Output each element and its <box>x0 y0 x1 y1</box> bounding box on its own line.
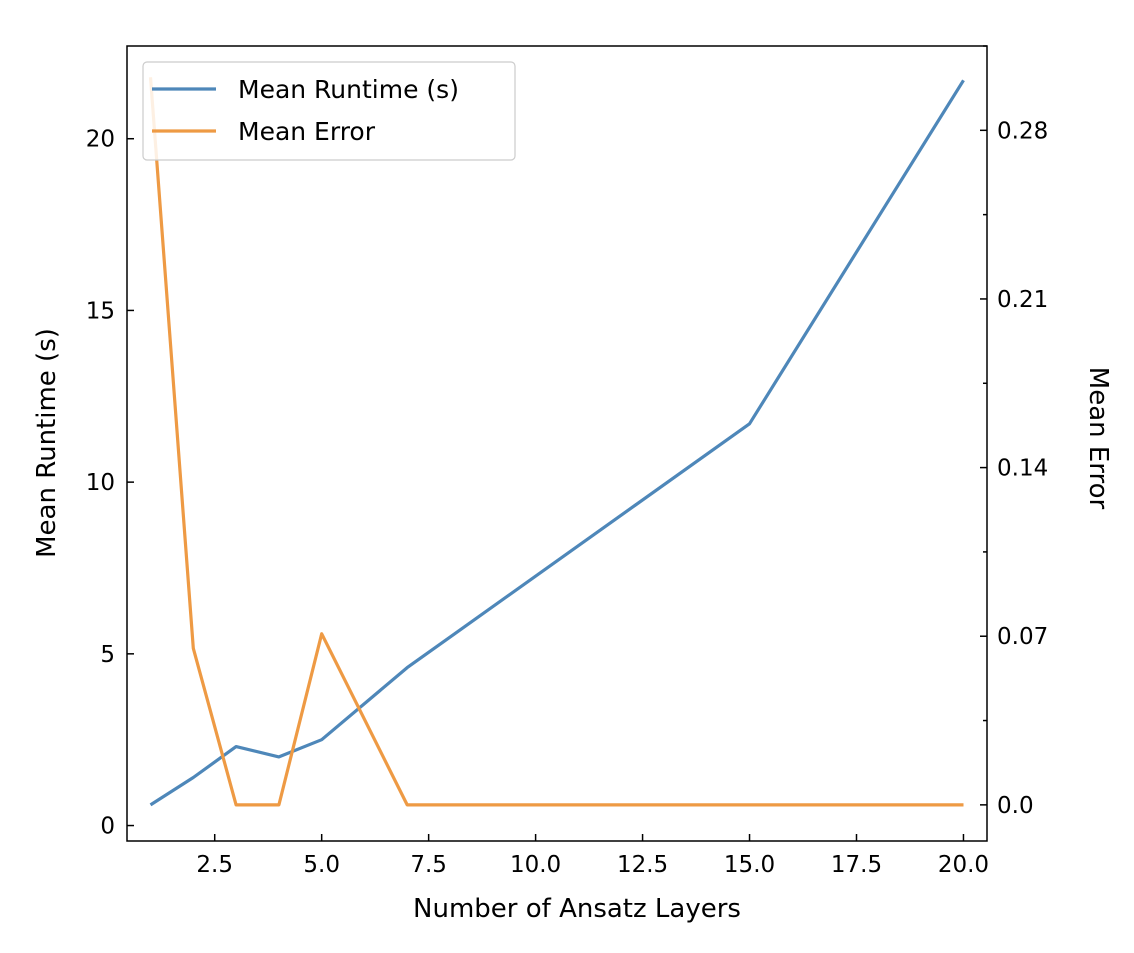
x-tick-label: 7.5 <box>410 852 447 878</box>
y-left-tick-label: 0 <box>100 814 115 840</box>
y-left-tick-label: 5 <box>100 642 115 668</box>
y-left-tick-label: 20 <box>86 127 115 153</box>
y-right-tick-label: 0.14 <box>997 456 1048 482</box>
tick-layer: 2.5 5.0 7.5 10.0 12.5 15.0 17.5 20.0 0 5 10 15 20 0.0… <box>86 45 1048 878</box>
legend: Mean Runtime (s) Mean Error <box>142 61 516 161</box>
y-right-tick-label: 0.21 <box>997 287 1048 313</box>
y-left-tick-label: 10 <box>86 470 115 496</box>
x-tick-label: 17.5 <box>831 852 882 878</box>
x-tick-label: 5.0 <box>303 852 340 878</box>
series-layer <box>148 77 965 807</box>
y-right-tick-label: 0.07 <box>997 624 1048 650</box>
x-axis-title: Number of Ansatz Layers <box>413 894 741 924</box>
y-left-tick-label: 15 <box>86 298 115 324</box>
y-axis-left-title: Mean Runtime (s) <box>32 328 62 558</box>
x-tick-label: 20.0 <box>938 852 989 878</box>
x-tick-label: 2.5 <box>196 852 233 878</box>
series-line-mean-runtime <box>149 79 965 807</box>
y-axis-right-title: Mean Error <box>1083 367 1113 510</box>
y-right-tick-label: 0.28 <box>997 118 1048 144</box>
x-tick-label: 12.5 <box>617 852 668 878</box>
series-line-mean-error <box>148 77 964 807</box>
x-tick-label: 15.0 <box>724 852 775 878</box>
legend-label: Mean Error <box>238 117 376 146</box>
y-right-tick-label: 0.0 <box>997 793 1034 819</box>
legend-box <box>142 61 516 161</box>
legend-label: Mean Runtime (s) <box>238 75 459 104</box>
plot-frame <box>126 45 988 842</box>
x-tick-label: 10.0 <box>510 852 561 878</box>
